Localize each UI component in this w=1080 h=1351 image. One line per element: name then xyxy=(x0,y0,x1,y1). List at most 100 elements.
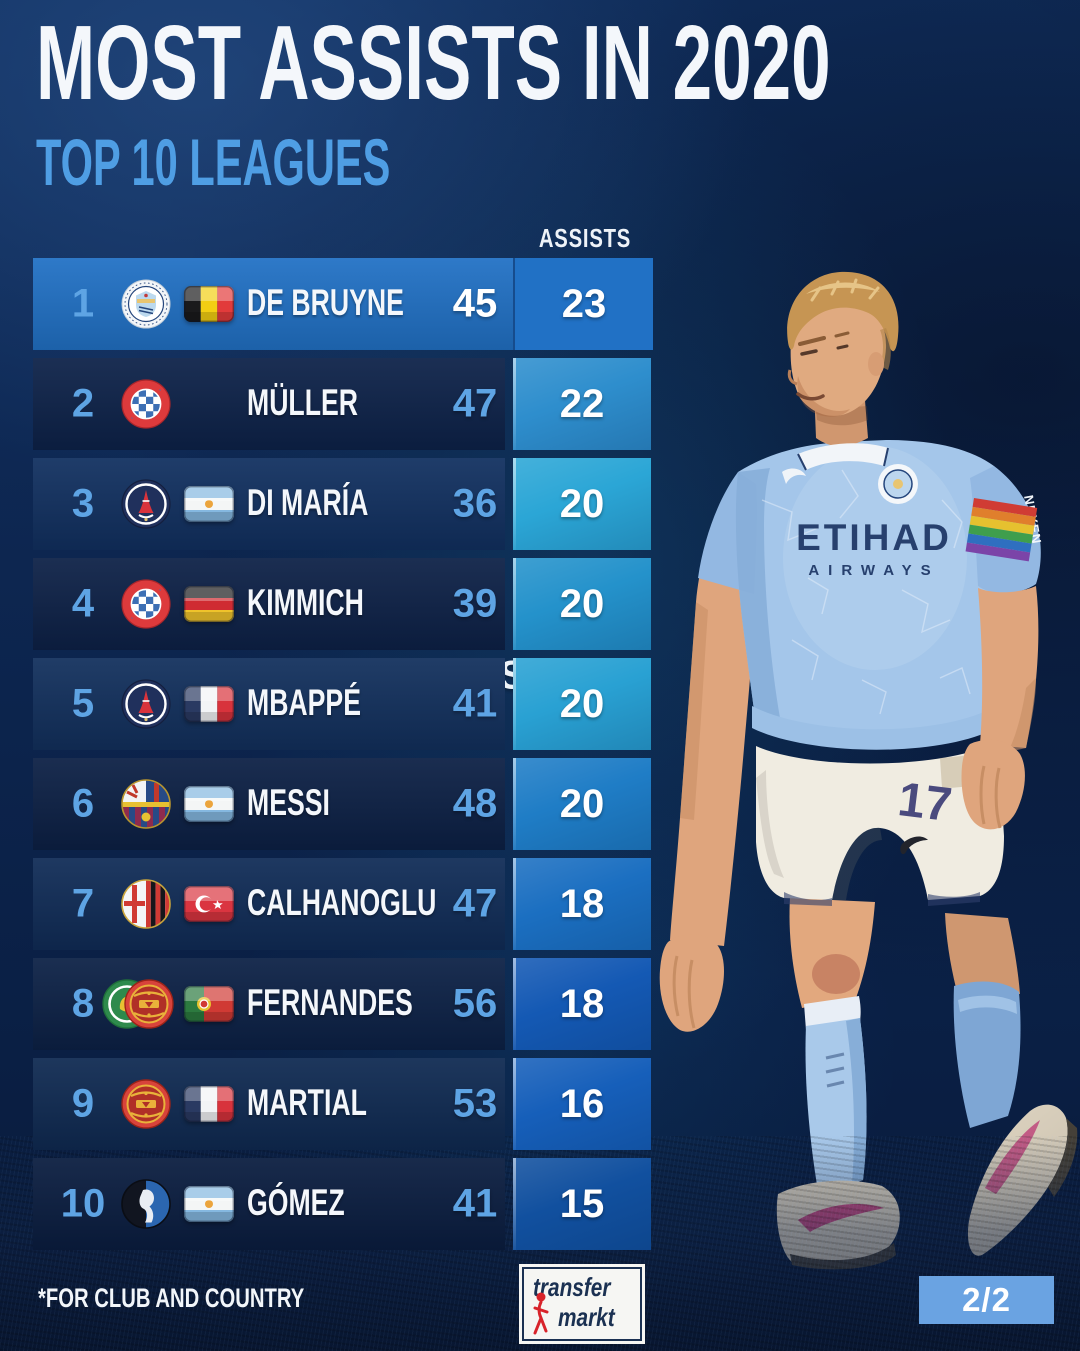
club-badge-psg xyxy=(117,658,175,750)
assists-value: 20 xyxy=(559,781,605,826)
player-name: KIMMICH xyxy=(247,582,364,624)
flag-france xyxy=(179,658,239,750)
row-main: 8 FERNANDES 56 xyxy=(33,958,505,1050)
club-badge-manchester-united xyxy=(117,1058,175,1150)
assists-value: 20 xyxy=(559,681,605,726)
row-main: 5 MBAPPÉ 41 xyxy=(33,658,505,750)
rank-label: 3 xyxy=(71,481,95,526)
flag-argentina xyxy=(179,758,239,850)
rank-label: 1 xyxy=(71,281,95,326)
rank-label: 2 xyxy=(71,381,95,426)
games-value: 41 xyxy=(452,1181,498,1226)
assists-cell: 20 xyxy=(513,458,651,550)
rank-label: 7 xyxy=(71,881,95,926)
assists-cell: 20 xyxy=(513,758,651,850)
assists-value: 18 xyxy=(559,981,605,1026)
table-row: 1 DE BRUYNE 45 23 xyxy=(33,258,653,350)
club-badge-bayern-munich xyxy=(117,358,175,450)
row-main: 2 MÜLLER 47 xyxy=(33,358,505,450)
games-value: 45 xyxy=(452,281,498,326)
table-row: 10 GÓMEZ 41 15 xyxy=(33,1158,651,1250)
table-row: 3 DI MARÍA 36 20 xyxy=(33,458,651,550)
games-value: 36 xyxy=(452,481,498,526)
club-badge-bayern-munich xyxy=(117,558,175,650)
footnote: *FOR CLUB AND COUNTRY xyxy=(38,1283,305,1313)
player-name: MARTIAL xyxy=(247,1082,367,1124)
assists-value: 15 xyxy=(559,1181,605,1226)
transfermarkt-logo: transfer markt xyxy=(522,1267,642,1341)
assists-cell: 20 xyxy=(513,658,651,750)
flag-france xyxy=(179,1058,239,1150)
club-badge-ac-milan xyxy=(117,858,175,950)
page-subtitle: TOP 10 LEAGUES xyxy=(36,125,391,199)
player-name: FERNANDES xyxy=(247,982,413,1024)
table-row: 2 MÜLLER 47 22 xyxy=(33,358,651,450)
games-value: 41 xyxy=(452,681,498,726)
player-name: DI MARÍA xyxy=(247,482,369,524)
games-value: 39 xyxy=(452,581,498,626)
player-name: GÓMEZ xyxy=(247,1182,345,1224)
row-main: 7 CALHANOGLU 47 xyxy=(33,858,505,950)
assists-value: 23 xyxy=(561,281,607,326)
assists-cell: 20 xyxy=(513,558,651,650)
rank-label: 10 xyxy=(60,1181,106,1226)
assists-cell: 22 xyxy=(513,358,651,450)
assists-value: 20 xyxy=(559,581,605,626)
assists-value: 22 xyxy=(559,381,605,426)
flag-germany xyxy=(179,558,239,650)
club-badge-manchester-city xyxy=(117,258,175,350)
flag-turkey xyxy=(179,858,239,950)
assists-cell: 18 xyxy=(513,958,651,1050)
rank-label: 6 xyxy=(71,781,95,826)
player-name: MÜLLER xyxy=(247,382,358,424)
games-value: 47 xyxy=(452,381,498,426)
flag-belgium xyxy=(179,258,239,350)
club-badge-barcelona xyxy=(117,758,175,850)
row-main: 6 MESSI 48 xyxy=(33,758,505,850)
games-value: 47 xyxy=(452,881,498,926)
transfermarkt-logo-line2: markt xyxy=(558,1302,615,1332)
player-name: MBAPPÉ xyxy=(247,682,361,724)
flag-portugal xyxy=(179,958,239,1050)
rank-label: 8 xyxy=(71,981,95,1026)
games-value: 56 xyxy=(452,981,498,1026)
table-row: 4 KIMMIC xyxy=(33,558,651,650)
player-name: MESSI xyxy=(247,782,330,824)
assists-cell: 16 xyxy=(513,1058,651,1150)
assists-cell: 23 xyxy=(513,258,653,350)
table-row: 9 MARTIAL 53 16 xyxy=(33,1058,651,1150)
club-badge-psg xyxy=(117,458,175,550)
table-row: 6 MESSI 48 20 xyxy=(33,758,651,850)
club-badge-atalanta xyxy=(117,1158,175,1250)
row-main: 3 DI MARÍA 36 xyxy=(33,458,505,550)
shirt-sponsor-line2: AIRWAYS xyxy=(808,562,939,579)
shirt-sponsor-line1: ETIHAD xyxy=(796,517,952,558)
flag-argentina xyxy=(179,458,239,550)
table-row: 5 MBAPPÉ 41 20 xyxy=(33,658,651,750)
rank-label: 4 xyxy=(71,581,95,626)
flag-argentina xyxy=(179,1158,239,1250)
assists-value: 20 xyxy=(559,481,605,526)
transfermarkt-figure-icon xyxy=(533,1292,549,1335)
player-name: DE BRUYNE xyxy=(247,282,404,324)
page-indicator: 2/2 xyxy=(919,1276,1054,1324)
shorts-number: 17 xyxy=(895,773,954,832)
row-main: 4 KIMMIC xyxy=(33,558,505,650)
captain-armband xyxy=(965,498,1038,562)
rank-label: 9 xyxy=(71,1081,95,1126)
assists-cell: 18 xyxy=(513,858,651,950)
row-main: 1 DE BRUYNE 45 xyxy=(33,258,513,350)
table-row: 7 CALHANOGLU 47 18 xyxy=(33,858,651,950)
assists-value: 18 xyxy=(559,881,605,926)
rank-label: 5 xyxy=(71,681,95,726)
transfermarkt-logo-line1: transfer xyxy=(533,1272,611,1302)
row-main: 10 GÓMEZ 41 xyxy=(33,1158,505,1250)
assists-value: 16 xyxy=(559,1081,605,1126)
row-main: 9 MARTIAL 53 xyxy=(33,1058,505,1150)
games-value: 53 xyxy=(452,1081,498,1126)
table-row: 8 FERNANDES 56 18 xyxy=(33,958,651,1050)
assists-column-header: ASSISTS xyxy=(538,223,632,253)
club-badge-sporting-cp-and-manchester-united xyxy=(93,958,183,1050)
